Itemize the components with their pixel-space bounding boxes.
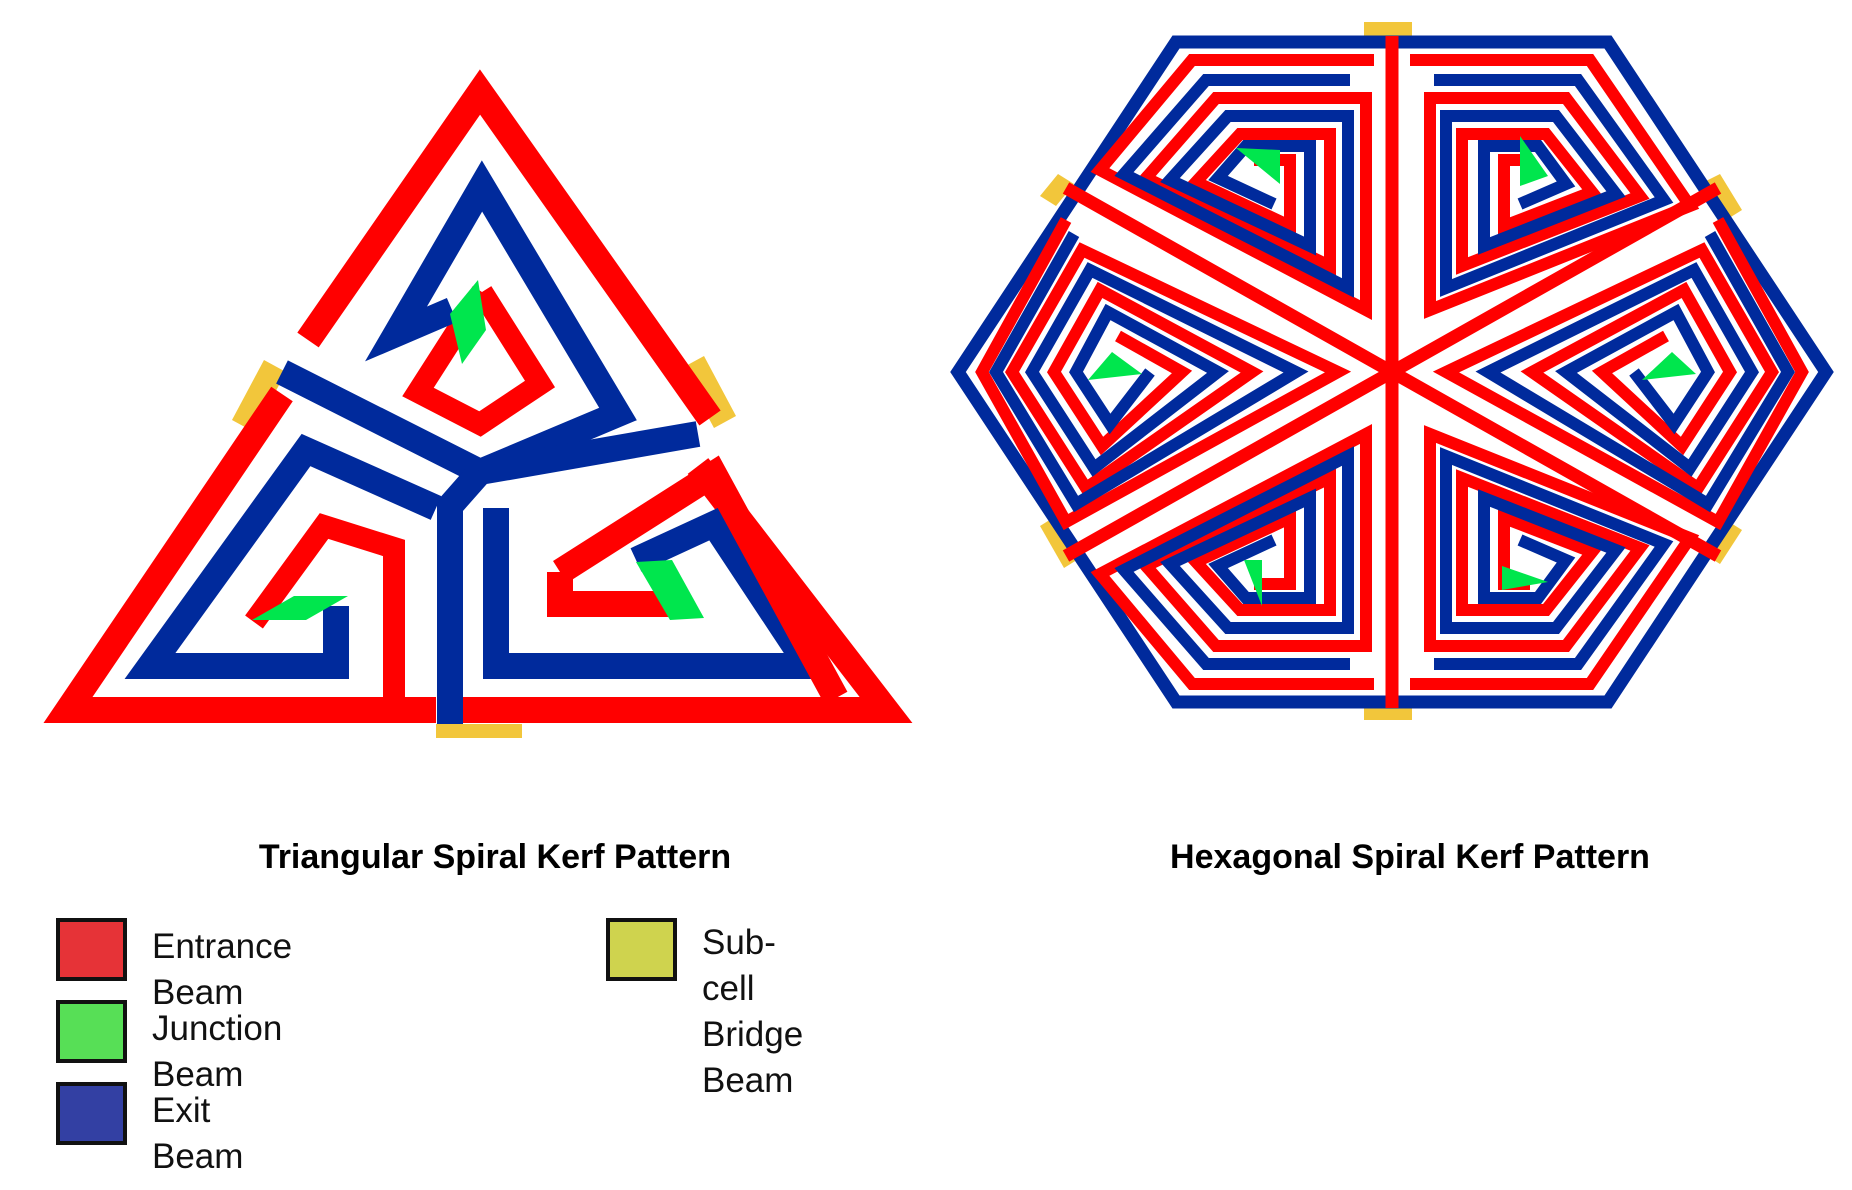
entrance-beam-label: Entrance Beam	[152, 927, 293, 1012]
hex-bottom-right-spiral-exit	[1434, 447, 1674, 670]
hex-junction-beam-top-right	[1520, 136, 1548, 186]
tri-left-entrance-beam	[245, 513, 405, 700]
hex-top-left-spiral	[1090, 54, 1374, 320]
tri-top-entrance-beam	[402, 286, 556, 437]
sub-cell-bridge-beam-label: Sub-cell Bridge Beam	[702, 923, 804, 1100]
tri-bridge-beam-bottom	[436, 724, 522, 738]
junction-beam-label: Junction Beam	[152, 1009, 283, 1094]
hex-left-spiral	[975, 217, 1352, 531]
hex-outer-exit-beam	[950, 35, 1834, 709]
hex-bottom-left-spiral-exit	[1114, 446, 1354, 670]
triangular-pattern-caption: Triangular Spiral Kerf Pattern	[258, 838, 732, 876]
hex-top-right-spiral-exit	[1434, 74, 1674, 297]
sub-cell-bridge-beam-swatch	[606, 918, 677, 981]
hexagonal-spiral-kerf-pattern	[950, 22, 1834, 720]
hexagonal-pattern-caption: Hexagonal Spiral Kerf Pattern	[1170, 838, 1650, 876]
tri-left-exit-beam	[124, 433, 442, 679]
hex-left-spiral-exit	[989, 231, 1309, 513]
hex-junction-beam-bottom-right	[1502, 566, 1548, 590]
hex-junction-beam-top-left	[1236, 148, 1280, 184]
tri-junction-beam-left	[252, 596, 348, 620]
hex-bottom-left-spiral	[1090, 424, 1374, 690]
hex-right-spiral	[1432, 217, 1809, 531]
tri-right-entrance-beam	[547, 455, 848, 705]
tri-bridge-beam-right	[682, 356, 736, 428]
tri-junction-beam-top	[450, 280, 486, 364]
hex-bridge-beam-upper-left	[1040, 174, 1074, 206]
tri-center-exit-beam	[437, 421, 701, 724]
triangular-bridge-beams	[232, 356, 736, 738]
triangular-junction-beams	[252, 280, 704, 620]
exit-beam-label: Exit Beam	[152, 1091, 244, 1176]
triangular-spiral-kerf-pattern	[43, 69, 913, 738]
hex-top-right-spiral	[1410, 54, 1700, 319]
hex-bridge-beam-top	[1364, 22, 1412, 38]
hex-junction-beam-bottom-left	[1244, 560, 1262, 606]
hex-bottom-right-spiral	[1410, 425, 1700, 690]
tri-junction-beam-right	[636, 560, 704, 620]
hex-right-spiral-exit	[1475, 231, 1795, 513]
exit-beam-swatch	[56, 1082, 127, 1145]
tri-bridge-beam-left	[232, 360, 286, 432]
entrance-beam-swatch	[56, 918, 127, 981]
hex-spoke-beams	[1062, 36, 1722, 708]
hex-junction-beam-right	[1642, 352, 1696, 380]
hex-junction-beam-left	[1088, 352, 1142, 380]
junction-beam-swatch	[56, 1000, 127, 1063]
tri-top-exit-beam	[276, 160, 637, 487]
